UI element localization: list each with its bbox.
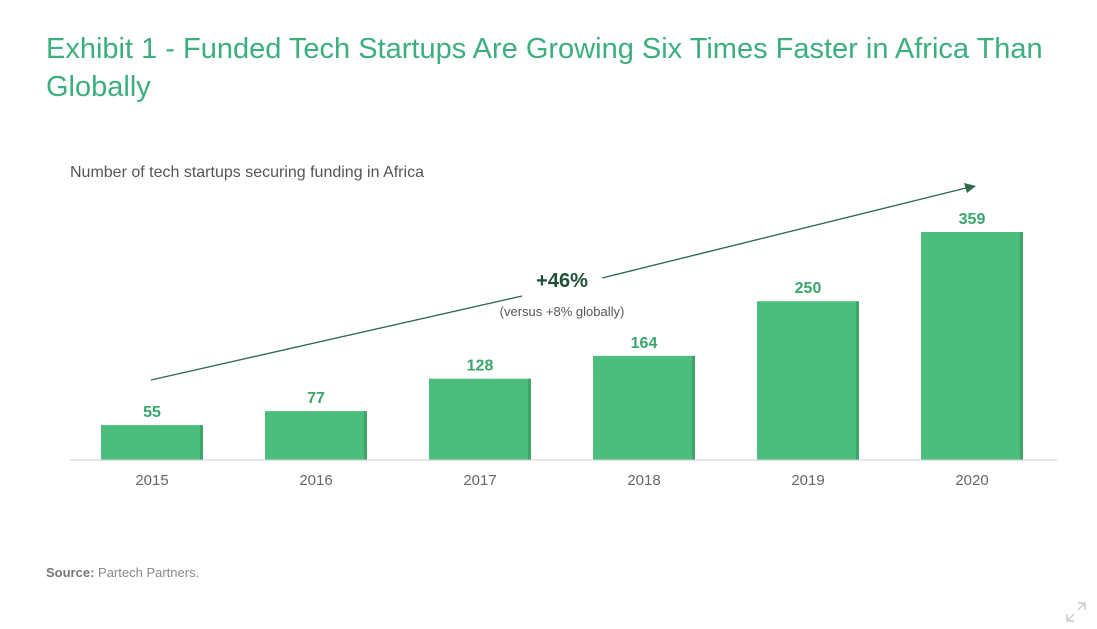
- arrow-head-icon: [964, 183, 976, 193]
- bar-2018: [593, 355, 695, 460]
- value-label-2020: 359: [959, 211, 986, 228]
- growth-note: (versus +8% globally): [500, 304, 625, 319]
- bar-shade-2015: [200, 425, 203, 460]
- value-label-2016: 77: [307, 390, 325, 407]
- chart-title: Exhibit 1 - Funded Tech Startups Are Gro…: [46, 33, 1043, 103]
- value-label-2019: 250: [795, 280, 822, 297]
- source-text: Partech Partners.: [98, 565, 200, 580]
- growth-arrow-upper: [601, 187, 967, 279]
- source-label: Source:: [46, 565, 95, 580]
- value-labels-group: 55 77 128 164 250 359: [143, 211, 985, 421]
- source-note: Source: Partech Partners.: [46, 565, 199, 580]
- bar-2020: [921, 232, 1023, 460]
- expand-icon[interactable]: [1065, 601, 1087, 623]
- growth-annotation: +46%: [536, 270, 588, 292]
- bar-2015: [101, 425, 203, 460]
- value-label-2017: 128: [467, 358, 494, 375]
- tick-labels-group: 2015 2016 2017 2018 2019 2020: [135, 472, 988, 489]
- growth-arrow-lower: [150, 295, 523, 381]
- bar-2016: [265, 411, 367, 460]
- bar-shade-2019: [856, 301, 859, 460]
- value-label-2015: 55: [143, 404, 161, 421]
- tick-label-2018: 2018: [627, 472, 660, 489]
- value-label-2018: 164: [631, 335, 658, 352]
- tick-label-2019: 2019: [791, 472, 824, 489]
- bar-2017: [429, 378, 531, 460]
- bar-shade-2017: [528, 378, 531, 460]
- tick-label-2015: 2015: [135, 472, 168, 489]
- bar-shade-2016: [364, 411, 367, 460]
- tick-label-2017: 2017: [463, 472, 496, 489]
- bar-shade-2018: [692, 355, 695, 460]
- chart-subtitle: Number of tech startups securing funding…: [70, 164, 424, 181]
- tick-label-2016: 2016: [299, 472, 332, 489]
- bar-2019: [757, 301, 859, 460]
- tick-label-2020: 2020: [955, 472, 988, 489]
- bars-group: [101, 232, 1023, 460]
- bar-shade-2020: [1020, 232, 1023, 460]
